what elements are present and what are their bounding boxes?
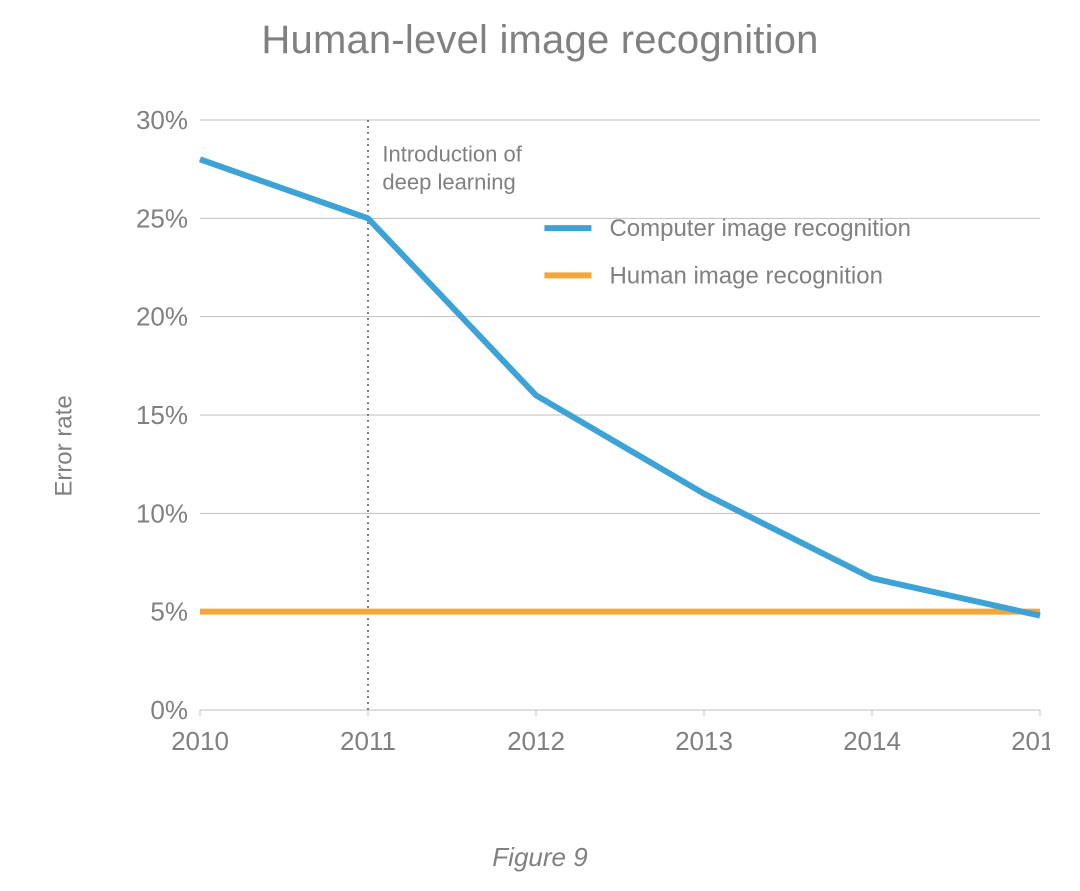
x-tick-label: 2010 <box>171 726 229 756</box>
chart-plot-area: 0% 5% 10% 15% 20% 25% 30% 2010 2011 2012 2013 2014… <box>130 110 1050 760</box>
y-tick-label: 20% <box>136 302 188 332</box>
y-tick-label: 5% <box>150 597 188 627</box>
y-tick-label: 25% <box>136 203 188 233</box>
y-tick-label: 10% <box>136 498 188 528</box>
y-tick-labels: 0% 5% 10% 15% 20% 25% 30% <box>136 110 188 725</box>
legend-label: Computer image recognition <box>609 215 911 242</box>
legend-label: Human image recognition <box>609 262 882 289</box>
y-axis-label: Error rate <box>51 395 79 496</box>
x-tick-label: 2014 <box>843 726 901 756</box>
x-tick-label: 2011 <box>340 726 396 756</box>
x-tick-label: 2013 <box>675 726 733 756</box>
figure-caption: Figure 9 <box>0 842 1080 873</box>
y-tick-label: 15% <box>136 400 188 430</box>
chart-title: Human-level image recognition <box>0 18 1080 63</box>
annotation-text: Introduction of <box>382 142 522 167</box>
legend: Computer image recognition Human image re… <box>544 215 911 289</box>
grid-lines <box>200 120 1040 716</box>
annotation-text: deep learning <box>382 170 515 195</box>
chart-container: Human-level image recognition Error rate… <box>0 0 1080 891</box>
y-tick-label: 30% <box>136 110 188 135</box>
x-tick-labels: 2010 2011 2012 2013 2014 2015 <box>171 726 1050 756</box>
x-tick-label: 2012 <box>507 726 565 756</box>
annotation: Introduction of deep learning <box>382 142 522 195</box>
y-tick-label: 0% <box>150 695 188 725</box>
x-tick-label: 2015 <box>1011 726 1050 756</box>
